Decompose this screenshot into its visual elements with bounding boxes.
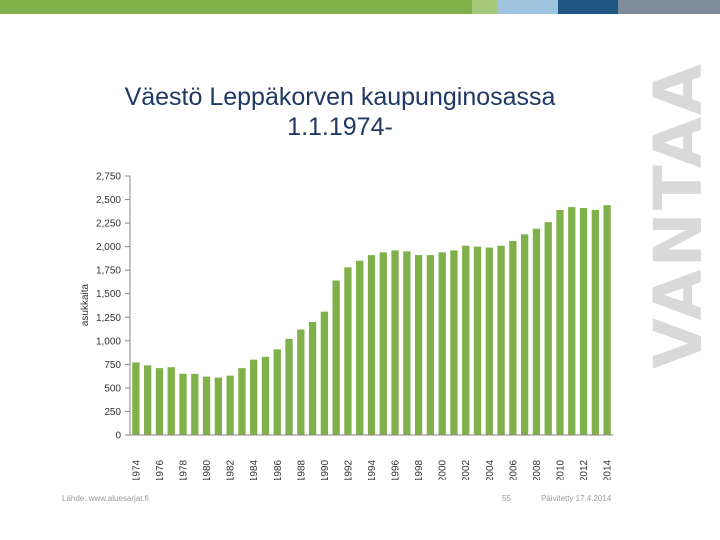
x-tick-label: 1998	[414, 459, 425, 480]
bar-2011	[568, 207, 576, 435]
title-line-1: Väestö Leppäkorven kaupunginosassa	[124, 83, 556, 111]
bar-2003	[473, 246, 482, 435]
bar-2009	[544, 222, 552, 435]
bar-2012	[579, 208, 588, 435]
top-bar-segment	[472, 0, 498, 14]
bar-2006	[509, 240, 517, 435]
y-axis-label: asukkaita	[80, 283, 91, 326]
x-tick-label: 2012	[579, 459, 590, 480]
y-tick-label: 1,250	[96, 313, 121, 324]
bar-1990	[320, 311, 329, 435]
bar-1975	[144, 365, 152, 435]
bar-1995	[379, 252, 387, 435]
bar-1974	[132, 362, 140, 435]
bar-1997	[403, 251, 411, 435]
bar-1994	[367, 255, 376, 435]
bar-1985	[261, 356, 270, 435]
bar-1978	[179, 373, 187, 435]
x-tick-label: 1992	[343, 459, 354, 480]
x-tick-label: 2000	[438, 459, 449, 480]
y-tick-label: 2,250	[96, 219, 121, 230]
y-axis: 0 250 500 750 1,000 1,250 1,500 1,750 2,000 2,250…	[96, 172, 131, 442]
bar-1991	[332, 280, 340, 435]
x-tick-label: 2004	[485, 459, 496, 480]
y-tick-label: 2,000	[96, 242, 121, 253]
bar-1986	[273, 349, 281, 435]
bar-1992	[344, 267, 352, 435]
x-tick-label: 1984	[249, 459, 260, 480]
bar-2014	[603, 205, 611, 435]
x-tick-label: 1980	[202, 459, 213, 480]
top-bar-segment	[498, 0, 558, 14]
bar-1989	[308, 321, 317, 435]
y-tick-label: 750	[104, 360, 121, 371]
bar-1996	[391, 250, 399, 435]
bar-2004	[485, 247, 493, 435]
x-tick-label: 2002	[461, 459, 472, 480]
x-tick-label: 2008	[532, 459, 543, 480]
y-tick-label: 0	[115, 431, 121, 442]
x-tick-label: 1996	[391, 459, 402, 480]
x-tick-label: 1994	[367, 459, 378, 480]
x-tick-label: 1976	[155, 459, 166, 480]
top-bar-segment	[558, 0, 618, 14]
bar-2010	[556, 209, 564, 435]
population-bar-chart: 0 250 500 750 1,000 1,250 1,500 1,750 2,000 2,250…	[80, 172, 614, 481]
bar-1998	[414, 255, 423, 435]
bar-2005	[497, 245, 505, 435]
x-tick-label: 1982	[226, 459, 237, 480]
bar-1988	[297, 329, 305, 435]
y-tick-label: 1,500	[96, 289, 121, 300]
y-tick-label: 250	[104, 407, 121, 418]
bar-1976	[155, 368, 164, 435]
bar-2008	[532, 228, 541, 435]
bar-2000	[438, 252, 446, 435]
bar-1980	[202, 376, 211, 435]
bar-1984	[250, 359, 258, 435]
y-tick-label: 500	[104, 383, 121, 394]
source-note: Lähde: www.aluesarjat.fi	[62, 494, 149, 503]
vantaa-logo: VANTAA	[636, 50, 720, 380]
bar-1999	[426, 255, 435, 435]
x-tick-label: 1986	[273, 459, 284, 480]
bar-2002	[462, 245, 470, 435]
bar-1982	[226, 375, 234, 435]
bar-1993	[356, 260, 364, 435]
x-tick-label: 2014	[603, 459, 614, 480]
title-line-2: 1.1.1974-	[287, 113, 393, 141]
bar-1987	[285, 338, 293, 435]
y-tick-label: 1,000	[96, 336, 121, 347]
updated-date: Päivitetty 17.4.2014	[541, 494, 612, 503]
page-number: 55	[502, 494, 511, 503]
top-bar-segment	[618, 0, 720, 14]
bar-2013	[591, 209, 599, 435]
bar-2001	[450, 250, 458, 435]
x-tick-label: 1990	[320, 459, 331, 480]
page-title: Väestö Leppäkorven kaupunginosassa 1.1.1…	[60, 82, 620, 142]
x-tick-label: 1978	[179, 459, 190, 480]
y-tick-label: 1,750	[96, 266, 121, 277]
bar-1983	[238, 368, 246, 435]
y-tick-label: 2,500	[96, 195, 121, 206]
bar-1981	[214, 377, 223, 435]
bar-2007	[520, 234, 529, 435]
x-axis: 1974 1976 1978 1980 1982 1984 1986 1988 1990 1992…	[130, 434, 614, 480]
x-tick-label: 2010	[555, 459, 566, 480]
x-tick-label: 1974	[131, 459, 142, 480]
top-bar-segment	[0, 0, 472, 14]
top-color-bar	[0, 0, 720, 14]
vantaa-logo-text: VANTAA	[639, 61, 717, 369]
bar-1979	[191, 373, 199, 435]
x-tick-label: 1988	[296, 459, 307, 480]
bar-series	[132, 205, 611, 435]
y-tick-label: 2,750	[96, 172, 121, 183]
bar-1977	[167, 367, 175, 435]
x-tick-label: 2006	[508, 459, 519, 480]
